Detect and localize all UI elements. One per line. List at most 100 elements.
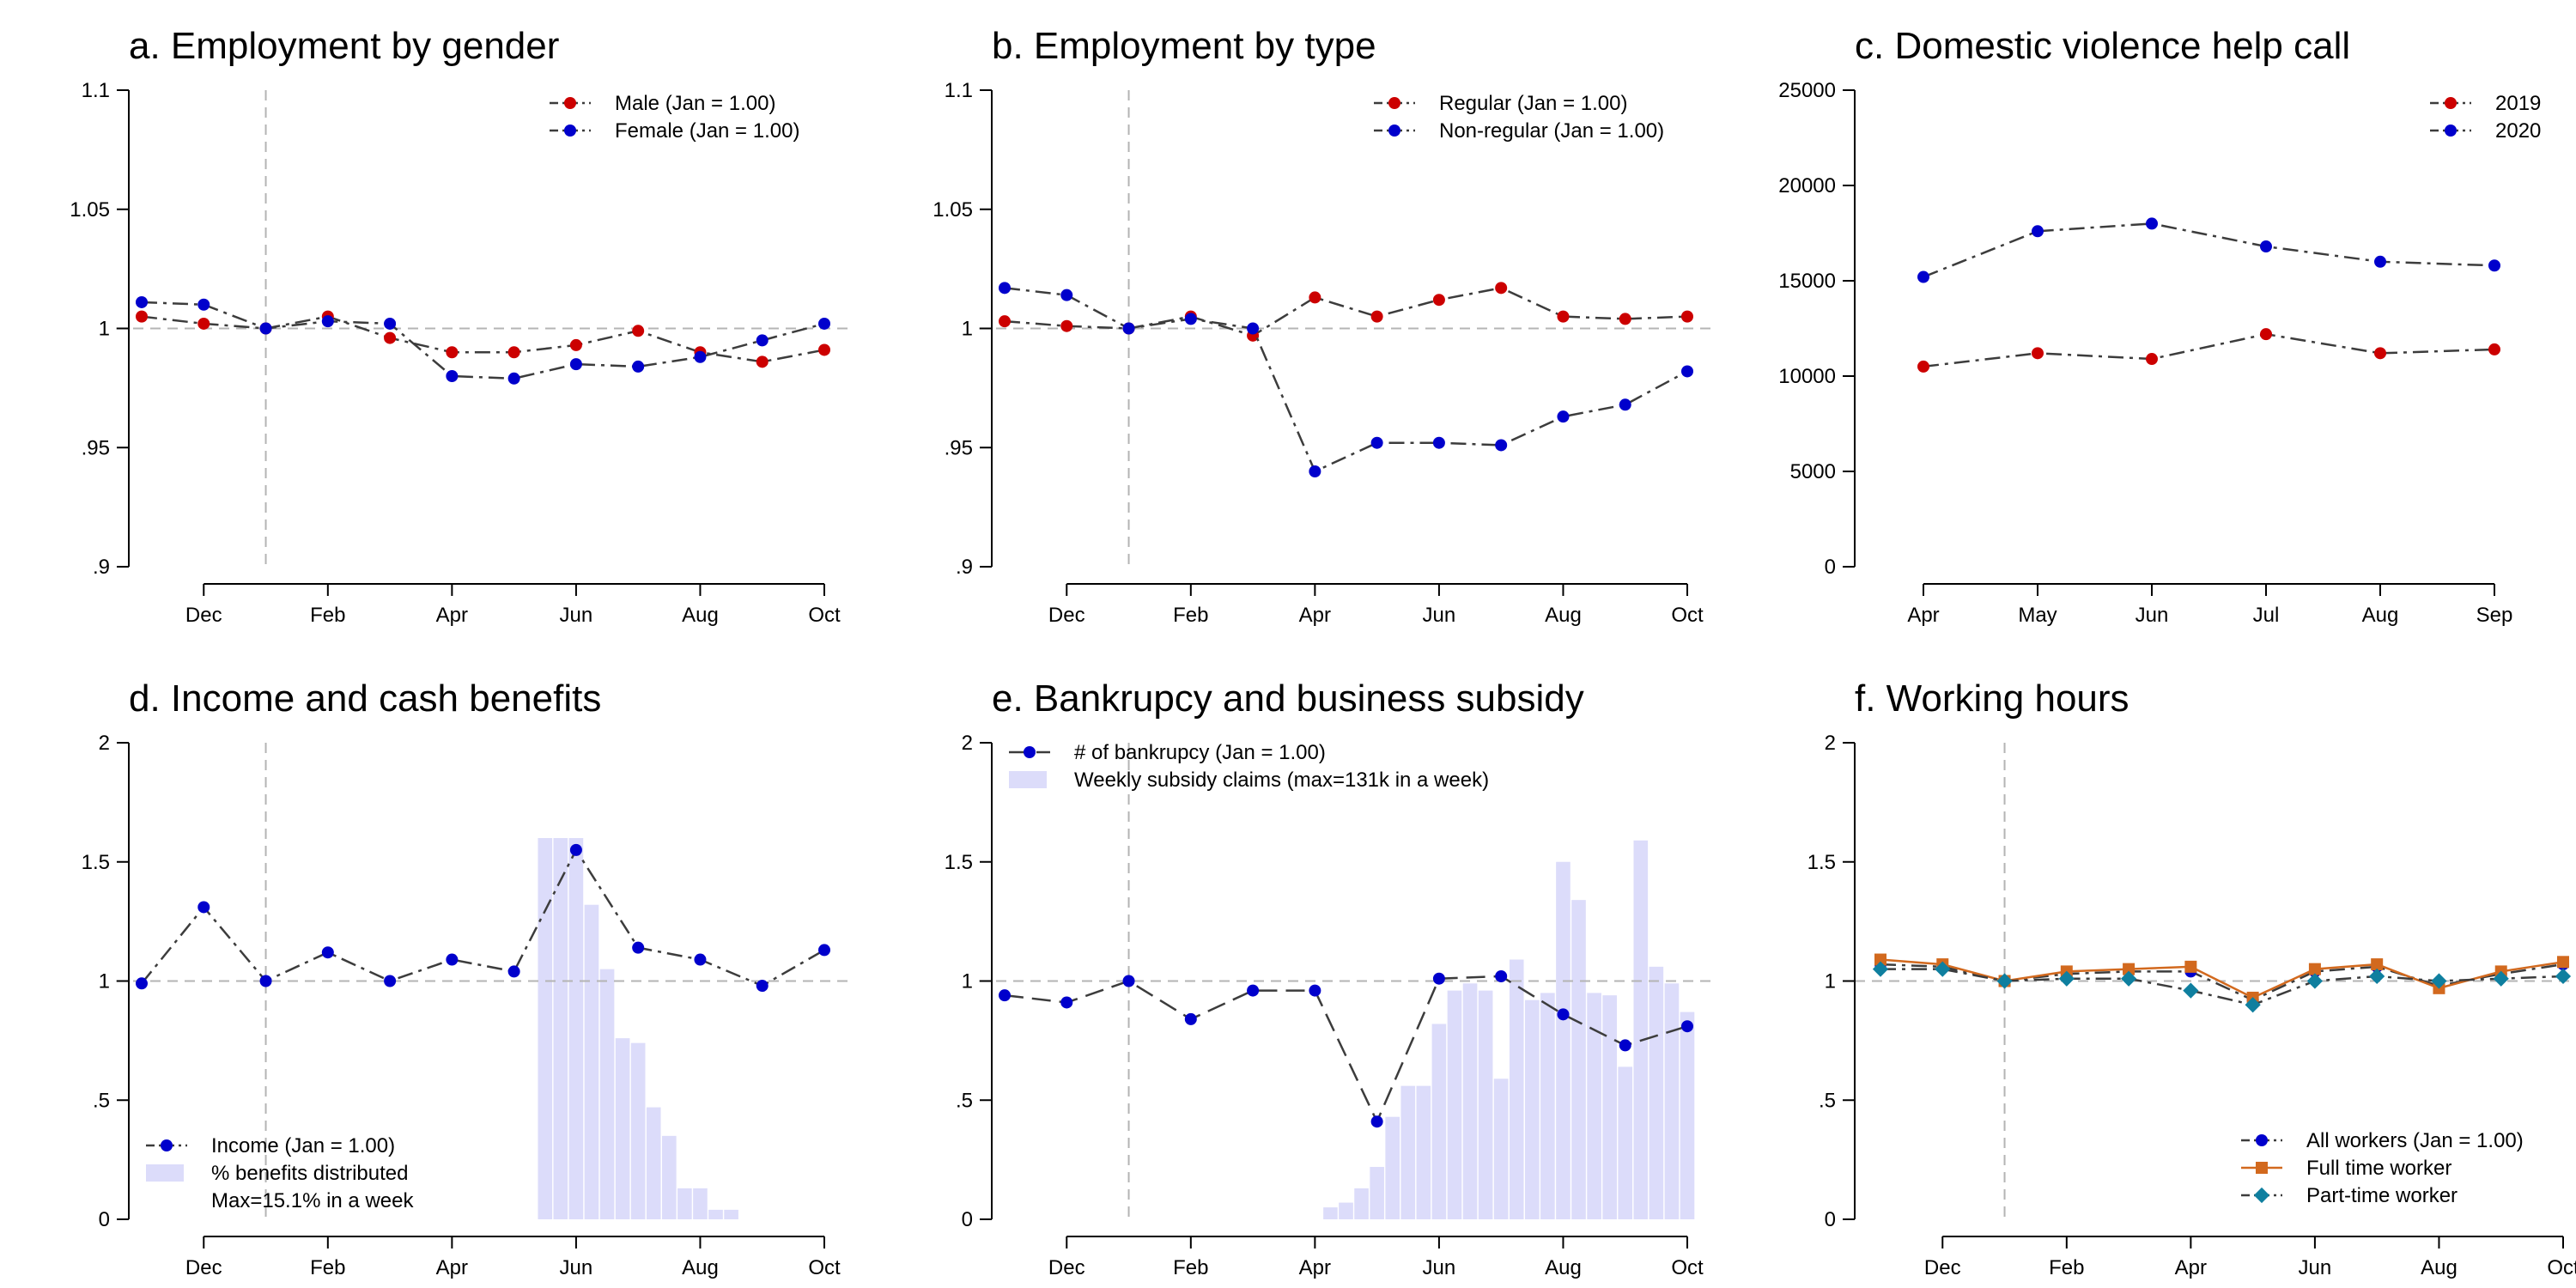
bar — [1540, 993, 1555, 1219]
bar — [1462, 983, 1478, 1219]
y-tick-label: 0 — [1825, 1208, 1836, 1231]
y-tick-label: 10000 — [1778, 365, 1836, 388]
data-point — [507, 372, 520, 385]
y-tick-label: 1 — [962, 970, 973, 993]
data-point — [1247, 322, 1260, 335]
series-line — [1880, 958, 2564, 999]
x-tick-label: Jun — [1423, 1256, 1456, 1279]
x-tick-label: Sep — [2476, 604, 2513, 627]
y-tick-label: 1.5 — [82, 851, 110, 874]
x-tick-label: Oct — [808, 604, 841, 627]
x-tick-label: Feb — [310, 604, 345, 627]
data-point — [136, 295, 148, 308]
data-point — [1388, 125, 1400, 137]
data-point — [1619, 398, 1631, 411]
x-tick-label: Jul — [2253, 604, 2280, 627]
series-line — [1880, 968, 2564, 1006]
data-point — [2369, 968, 2385, 985]
y-tick-label: 1.05 — [933, 198, 973, 222]
data-point — [2493, 970, 2509, 987]
x-tick-label: Jun — [560, 1256, 593, 1279]
data-point — [999, 989, 1011, 1002]
x-tick-label: Aug — [1545, 1256, 1582, 1279]
data-point — [1935, 961, 1951, 977]
data-point — [1388, 97, 1400, 109]
data-point — [321, 946, 334, 959]
data-point — [2256, 1134, 2268, 1146]
panel-e: e. Bankrupcy and business subsidy 0 .5 1 1.5… — [945, 677, 1713, 1279]
data-point — [197, 901, 210, 914]
x-tick-label: Apr — [1299, 604, 1331, 627]
bar — [1633, 840, 1649, 1219]
data-point — [1309, 291, 1321, 304]
data-point — [1557, 1008, 1570, 1021]
data-point — [1024, 746, 1036, 758]
data-point — [2032, 347, 2044, 360]
data-point — [1557, 310, 1570, 323]
legend: Regular (Jan = 1.00) Non-regular (Jan = 1… — [1374, 92, 1664, 143]
bar — [1509, 959, 1524, 1219]
data-point — [818, 944, 830, 957]
data-point — [1370, 436, 1383, 449]
panel-f: f. Working hours 0 .5 1 1.5 2 Dec Feb Apr Jun Aug O… — [1807, 677, 2576, 1279]
data-point — [1184, 1012, 1197, 1025]
data-point — [1060, 996, 1073, 1009]
data-point — [632, 941, 645, 954]
x-tick-label: Aug — [2362, 604, 2399, 627]
bar — [724, 1209, 738, 1219]
legend-swatch — [146, 1164, 184, 1182]
x-tick-label: May — [2018, 604, 2057, 627]
legend-swatch — [1009, 771, 1047, 788]
data-point — [2371, 958, 2384, 971]
panel-c: c. Domestic violence help call 0 5000 10000… — [1778, 25, 2541, 627]
x-tick-label: Feb — [1173, 604, 1208, 627]
bar — [630, 1042, 646, 1219]
data-point — [446, 370, 459, 382]
y-tick-label: 20000 — [1778, 174, 1836, 197]
data-point — [136, 977, 148, 990]
legend: 2019 2020 — [2430, 92, 2541, 143]
data-point — [2488, 259, 2500, 272]
panel-title: b. Employment by type — [992, 25, 1376, 67]
x-tick-label: Apr — [436, 604, 468, 627]
y-tick-label: .9 — [956, 556, 973, 579]
bar — [1416, 1085, 1431, 1219]
x-tick-label: Apr — [436, 1256, 468, 1279]
data-point — [1122, 322, 1135, 335]
data-point — [1432, 294, 1445, 307]
bar — [1354, 1188, 1369, 1219]
series-line — [1004, 287, 1688, 337]
x-tick-label: Jun — [2299, 1256, 2332, 1279]
data-point — [321, 315, 334, 328]
data-point — [1996, 973, 2013, 989]
data-point — [1619, 1039, 1631, 1052]
data-point — [2146, 353, 2158, 366]
data-point — [259, 322, 272, 335]
series-a-1 — [136, 295, 830, 385]
data-point — [2256, 1162, 2268, 1174]
data-point — [2253, 1187, 2270, 1204]
data-point — [384, 317, 397, 330]
x-tick-label: Dec — [185, 1256, 222, 1279]
data-point — [2374, 347, 2386, 360]
series-e-0 — [999, 969, 1693, 1128]
panel-title: d. Income and cash benefits — [129, 677, 601, 720]
x-tick-label: Jun — [1423, 604, 1456, 627]
bar — [1571, 900, 1586, 1219]
bar — [1680, 1012, 1695, 1219]
bar — [1385, 1116, 1400, 1219]
data-point — [564, 125, 576, 137]
x-tick-label: Dec — [185, 604, 222, 627]
data-point — [2146, 217, 2158, 230]
data-point — [2120, 970, 2137, 987]
legend-label: Regular (Jan = 1.00) — [1439, 92, 1627, 115]
data-point — [999, 282, 1011, 295]
data-point — [446, 346, 459, 359]
data-point — [1681, 1020, 1693, 1033]
legend-label: Female (Jan = 1.00) — [615, 119, 799, 143]
data-point — [1495, 969, 1508, 982]
data-point — [1557, 410, 1570, 423]
data-point — [1495, 439, 1508, 452]
data-point — [384, 975, 397, 987]
